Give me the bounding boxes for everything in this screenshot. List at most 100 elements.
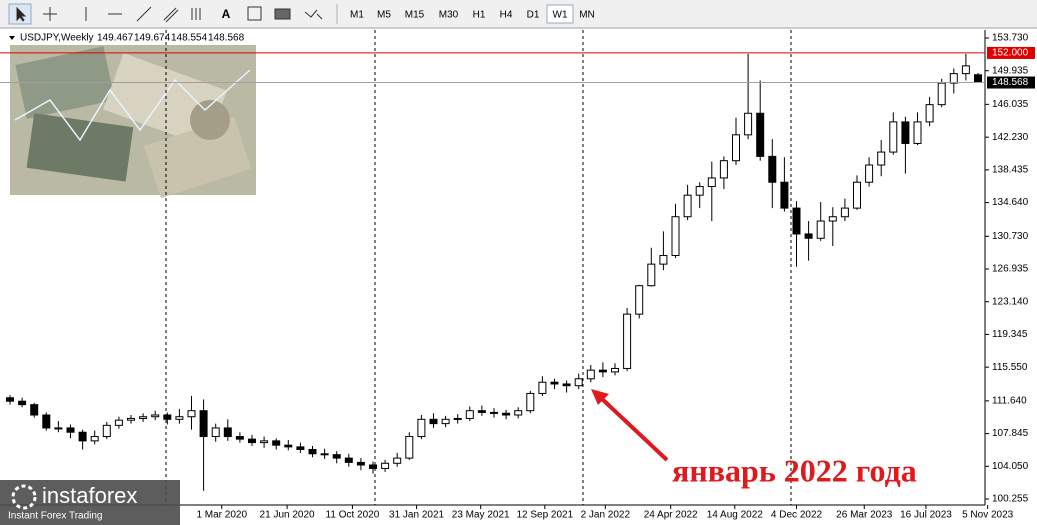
timeframe-button[interactable]: M30	[439, 10, 459, 21]
timeframe-button[interactable]: M15	[405, 10, 425, 21]
candle-body	[42, 414, 51, 429]
y-tick-label: 146.035	[992, 99, 1029, 110]
logo-icon	[11, 484, 37, 510]
candle-body	[828, 216, 837, 222]
candle-body	[526, 392, 535, 412]
low-value: 148.554	[171, 33, 208, 44]
candle-body	[671, 216, 680, 257]
candle-body	[598, 369, 607, 373]
period-separators	[165, 30, 792, 505]
shape-icon[interactable]	[274, 8, 291, 20]
x-tick-label: 23 May 2021	[452, 510, 510, 521]
candle-body	[344, 457, 353, 463]
symbol: USDJPY,Weekly	[20, 33, 94, 44]
fibo-icon[interactable]	[191, 8, 201, 20]
candle-body	[405, 436, 414, 459]
candle-body	[719, 160, 728, 179]
x-tick-label: 31 Jan 2021	[389, 510, 444, 521]
candle-body	[284, 444, 293, 448]
logo: instaforex Instant Forex Trading	[0, 480, 180, 525]
candle-body	[659, 255, 668, 265]
timeframe-button[interactable]: W1	[553, 10, 568, 21]
x-tick-label: 2 Jan 2022	[581, 510, 631, 521]
y-tick-label: 149.935	[992, 65, 1029, 76]
money-image	[10, 45, 256, 199]
candle-body	[695, 186, 704, 196]
candle-body	[163, 414, 172, 420]
candle-body	[562, 383, 571, 387]
candle-body	[889, 121, 898, 153]
candle-body	[248, 438, 256, 444]
candle-body	[477, 410, 486, 413]
x-tick-label: 21 Jun 2020	[260, 510, 315, 521]
candle-body	[332, 454, 341, 459]
candle-body	[223, 427, 232, 438]
x-tick-label: 1 Mar 2020	[196, 510, 247, 521]
timeframe-button[interactable]: H4	[500, 10, 513, 21]
text-tool[interactable]: A	[222, 7, 231, 21]
candle-body	[949, 73, 958, 84]
x-tick-label: 14 Aug 2022	[707, 510, 764, 521]
trendline-icon[interactable]	[136, 6, 152, 22]
candle-body	[780, 181, 789, 209]
candle-body	[574, 378, 583, 387]
level-label: 152.000	[992, 48, 1029, 59]
x-tick-label: 16 Jul 2023	[900, 510, 952, 521]
chart-header: USDJPY,Weekly 149.467 149.674 148.554 14…	[9, 33, 245, 44]
candle-body	[78, 431, 87, 442]
candle-body	[804, 233, 813, 239]
candle-body	[187, 410, 196, 418]
price-tag	[987, 76, 1035, 89]
candle-body	[974, 74, 982, 84]
timeframe-button[interactable]: D1	[527, 10, 540, 21]
y-tick-label: 119.345	[992, 329, 1028, 340]
candle-body	[66, 427, 75, 433]
y-tick-label: 134.640	[992, 197, 1029, 208]
candle-body	[54, 427, 63, 430]
candle-body	[102, 424, 111, 438]
image-portrait	[190, 100, 230, 140]
candle-body	[550, 381, 559, 385]
candle-body	[635, 285, 644, 315]
candle-body	[417, 418, 426, 438]
cursor-icon	[16, 6, 27, 22]
x-tick-label: 11 Oct 2020	[326, 510, 380, 521]
candle-body	[211, 427, 220, 438]
annotation-text: январь 2022 года	[672, 452, 917, 488]
label-icon[interactable]	[247, 6, 262, 21]
timeframe-button[interactable]: M5	[377, 10, 391, 21]
timeframe-button[interactable]: H1	[473, 10, 486, 21]
candle-body	[816, 220, 825, 239]
y-tick-label: 123.140	[992, 296, 1029, 307]
timeframe-button[interactable]: MN	[579, 10, 595, 21]
y-tick-label: 100.255	[992, 494, 1029, 505]
candle-body	[139, 416, 148, 419]
candle-body	[429, 418, 438, 425]
candle-body	[114, 419, 123, 426]
candle-body	[260, 440, 269, 444]
timeframe-button[interactable]: M1	[350, 10, 364, 21]
header-arrow	[9, 36, 15, 40]
candle-body	[853, 181, 861, 209]
candle-body	[18, 400, 27, 406]
candle-body	[961, 65, 970, 75]
candle-body	[925, 104, 934, 123]
candle-body	[393, 457, 402, 464]
open-value: 149.467	[97, 33, 134, 44]
candle-body	[441, 418, 450, 425]
y-tick-label: 153.730	[992, 33, 1029, 44]
candle-body	[235, 436, 244, 440]
arrows-icon[interactable]	[304, 9, 323, 20]
crosshair-icon[interactable]	[43, 7, 57, 21]
y-tick-label: 130.730	[992, 231, 1029, 242]
candle-body	[840, 207, 849, 218]
candle-body	[308, 448, 317, 455]
candle-body	[151, 414, 160, 418]
channel-icon[interactable]	[163, 7, 179, 23]
annotation-arrowhead	[591, 389, 609, 405]
candle-body	[127, 417, 135, 421]
candle-body	[199, 410, 208, 438]
x-tick-label: 24 Apr 2022	[644, 510, 698, 521]
candle-body	[732, 134, 740, 162]
